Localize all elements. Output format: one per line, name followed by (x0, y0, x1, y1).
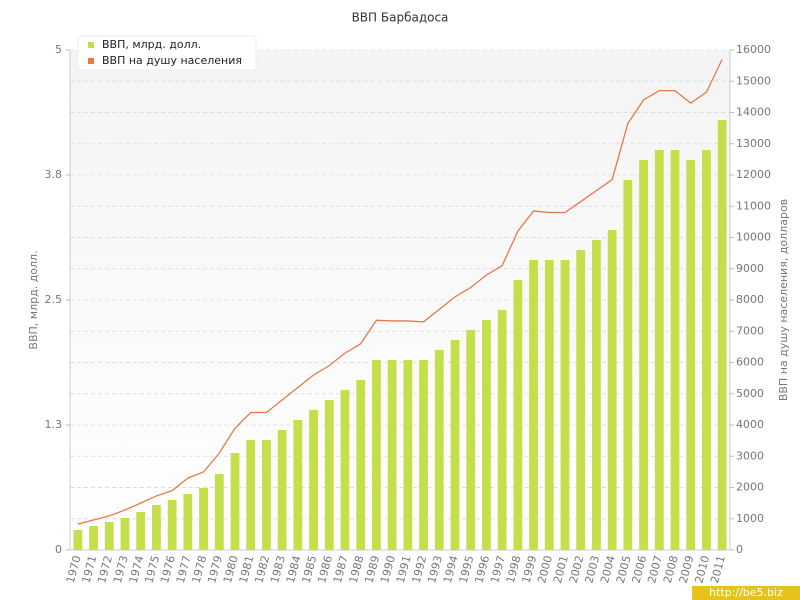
bar (654, 150, 664, 550)
bar (450, 340, 460, 550)
y2-tick-label: 11000 (736, 199, 771, 212)
chart-title: ВВП Барбадоса (352, 11, 449, 25)
legend-box (77, 35, 257, 71)
bar (544, 260, 554, 550)
bar (529, 260, 538, 550)
bar (230, 453, 240, 550)
bar (403, 360, 413, 550)
bar (356, 380, 366, 550)
bar (262, 440, 271, 550)
legend: ВВП, млрд. долл. ВВП на душу населения (77, 35, 257, 71)
y-tick-label: 2.5 (45, 293, 63, 306)
y2-tick-label: 4000 (736, 418, 764, 431)
bar (340, 390, 350, 550)
y2-tick-label: 5000 (736, 387, 764, 400)
bar (293, 420, 303, 550)
y2-tick-label: 6000 (736, 356, 764, 369)
bar (136, 512, 146, 550)
y2-tick-label: 13000 (736, 137, 771, 150)
bar (372, 360, 381, 550)
y2-tick-label: 8000 (736, 293, 764, 306)
bar (309, 410, 318, 550)
bar (434, 350, 444, 550)
bar (497, 310, 507, 550)
bar (120, 518, 130, 550)
bar (199, 488, 208, 550)
bar (466, 330, 476, 550)
legend-label: ВВП на душу населения (102, 54, 242, 67)
bar (152, 505, 161, 550)
y2-tick-label: 3000 (736, 449, 764, 462)
bar (639, 160, 648, 550)
y-tick-label: 0 (55, 543, 62, 556)
legend-label: ВВП, млрд. долл. (102, 38, 201, 51)
bar (717, 120, 727, 550)
bar (482, 320, 491, 550)
bar (592, 240, 601, 550)
bar (246, 440, 256, 550)
watermark-bg (692, 586, 800, 600)
bar (167, 500, 177, 550)
bar (686, 160, 696, 550)
bar (89, 526, 98, 550)
bar (670, 150, 680, 550)
bar (623, 180, 633, 550)
y2-tick-label: 9000 (736, 262, 764, 275)
y-axis-title: ВВП, млрд. долл. (27, 250, 40, 349)
y-tick-label: 5 (55, 43, 62, 56)
y2-tick-label: 10000 (736, 231, 771, 244)
y2-tick-label: 7000 (736, 324, 764, 337)
bar (324, 400, 334, 550)
bar (419, 360, 428, 550)
bar (560, 260, 570, 550)
y2-axis-title: ВВП на душу населения, долларов (777, 199, 790, 401)
line (77, 59, 723, 525)
y2-tick-label: 15000 (736, 74, 771, 87)
bar (183, 494, 193, 550)
bar (73, 530, 83, 550)
y2-tick-label: 2000 (736, 481, 764, 494)
bar (576, 250, 586, 550)
bar (702, 150, 711, 550)
y2-tick-label: 16000 (736, 43, 771, 56)
bar (387, 360, 397, 550)
legend-swatch (88, 58, 94, 64)
bar (214, 474, 224, 550)
y2-tick-label: 0 (736, 543, 743, 556)
y2-tick-label: 12000 (736, 168, 771, 181)
bar (513, 280, 523, 550)
watermark: http://be5.biz (709, 586, 783, 599)
bar (104, 522, 114, 550)
y2-tick-label: 14000 (736, 106, 771, 119)
y-tick-label: 3.8 (45, 168, 63, 181)
legend-swatch (88, 42, 94, 48)
bar (277, 430, 287, 550)
bar (607, 230, 617, 550)
y-tick-label: 1.3 (45, 418, 63, 431)
y2-tick-label: 1000 (736, 512, 764, 525)
